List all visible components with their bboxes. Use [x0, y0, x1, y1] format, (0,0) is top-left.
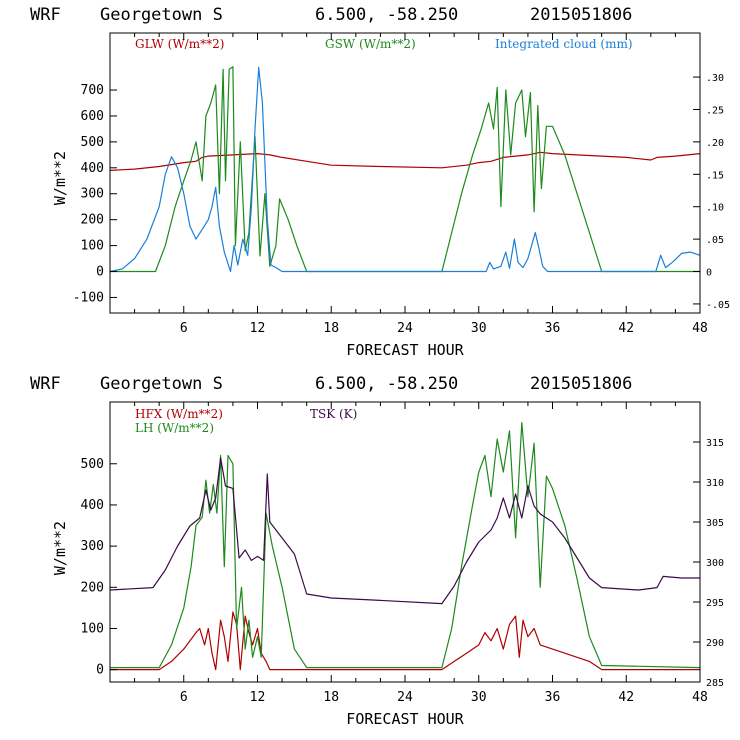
- y2-tick-label: .10: [706, 203, 724, 214]
- x-tick-label: 18: [323, 690, 339, 705]
- x-tick-label: 6: [180, 321, 188, 336]
- y-axis-label: W/m**2: [51, 151, 69, 205]
- y2-tick-label: 290: [706, 638, 724, 649]
- x-axis-label: FORECAST HOUR: [346, 710, 464, 728]
- x-tick-label: 24: [397, 321, 413, 336]
- y2-tick-label: .30: [706, 73, 724, 84]
- series-integrated-line: [109, 66, 701, 273]
- header-run: 2015051806: [530, 5, 632, 25]
- y2-tick-label: 295: [706, 598, 724, 609]
- y-tick-label: 200: [81, 580, 104, 595]
- y-tick-label: 600: [81, 109, 104, 124]
- x-tick-label: 48: [692, 321, 708, 336]
- y2-tick-label: 300: [706, 558, 724, 569]
- y2-tick-label: .25: [706, 105, 724, 116]
- series-tsk-line: [109, 457, 700, 605]
- y2-tick-label: 305: [706, 518, 724, 529]
- y2-tick-label: 285: [706, 678, 724, 689]
- plot-frame: [109, 32, 701, 314]
- y2-tick-label: 315: [706, 438, 724, 449]
- x-tick-label: 24: [397, 690, 413, 705]
- x-tick-label: 12: [250, 321, 266, 336]
- y-tick-label: 400: [81, 498, 104, 513]
- x-tick-label: 42: [618, 321, 634, 336]
- x-tick-label: 6: [180, 690, 188, 705]
- y2-tick-label: .05: [706, 235, 724, 246]
- y-tick-label: 0: [96, 663, 104, 678]
- header-location: Georgetown S: [100, 5, 223, 25]
- legend-cloud: Integrated cloud (mm): [495, 37, 633, 51]
- plot-series-group: [109, 422, 701, 671]
- x-tick-label: 36: [545, 690, 561, 705]
- series-glw-line: [109, 151, 701, 171]
- y-tick-label: 500: [81, 135, 104, 150]
- y2-tick-label: .15: [706, 170, 724, 181]
- panel-radiation: WRF Georgetown S 6.500, -58.250 20150518…: [30, 5, 730, 359]
- y-tick-label: 700: [81, 83, 104, 98]
- y-tick-label: -100: [73, 290, 104, 305]
- header-location: Georgetown S: [100, 374, 223, 394]
- legend-gsw: GSW (W/m**2): [325, 37, 416, 51]
- y-tick-label: 100: [81, 239, 104, 254]
- header-coords: 6.500, -58.250: [315, 374, 458, 394]
- y-tick-label: 300: [81, 539, 104, 554]
- y2-tick-label: 310: [706, 478, 724, 489]
- x-tick-label: 30: [471, 321, 487, 336]
- legend-lh: LH (W/m**2): [135, 421, 214, 435]
- axis-ticks-group: 6 12 18 24 30 36 42 48 -100 0 100 200 300 400 500 600 70…: [73, 33, 730, 336]
- axis-ticks-group: 6 12 18 24 30 36 42 48 0 100 200 300 400 500 285 290 295…: [81, 402, 724, 705]
- x-tick-label: 42: [618, 690, 634, 705]
- y-tick-label: 0: [96, 265, 104, 280]
- y2-tick-label: .20: [706, 138, 724, 149]
- x-tick-label: 30: [471, 690, 487, 705]
- x-tick-label: 18: [323, 321, 339, 336]
- y2-tick-label: -.05: [706, 300, 730, 311]
- plot-frame: [109, 401, 701, 683]
- y-tick-label: 100: [81, 621, 104, 636]
- legend-glw: GLW (W/m**2): [135, 37, 224, 51]
- legend-tsk: TSK (K): [310, 407, 357, 421]
- y-tick-label: 400: [81, 161, 104, 176]
- x-tick-label: 36: [545, 321, 561, 336]
- x-tick-label: 48: [692, 690, 708, 705]
- plot-series-group: [109, 66, 701, 273]
- header-coords: 6.500, -58.250: [315, 5, 458, 25]
- panel-surface-fluxes: WRF Georgetown S 6.500, -58.250 20150518…: [30, 374, 724, 728]
- series-lh-line: [110, 422, 701, 669]
- y-tick-label: 500: [81, 457, 104, 472]
- y-axis-label: W/m**2: [51, 521, 69, 575]
- y2-tick-label: 0: [706, 268, 712, 279]
- y-tick-label: 200: [81, 213, 104, 228]
- series-hfx-line: [110, 611, 700, 671]
- series-gsw-line: [110, 66, 700, 273]
- header-model: WRF: [30, 5, 61, 25]
- header-run: 2015051806: [530, 374, 632, 394]
- header-model: WRF: [30, 374, 61, 394]
- legend-hfx: HFX (W/m**2): [135, 407, 223, 421]
- x-axis-label: FORECAST HOUR: [346, 341, 464, 359]
- x-tick-label: 12: [250, 690, 266, 705]
- y-tick-label: 300: [81, 187, 104, 202]
